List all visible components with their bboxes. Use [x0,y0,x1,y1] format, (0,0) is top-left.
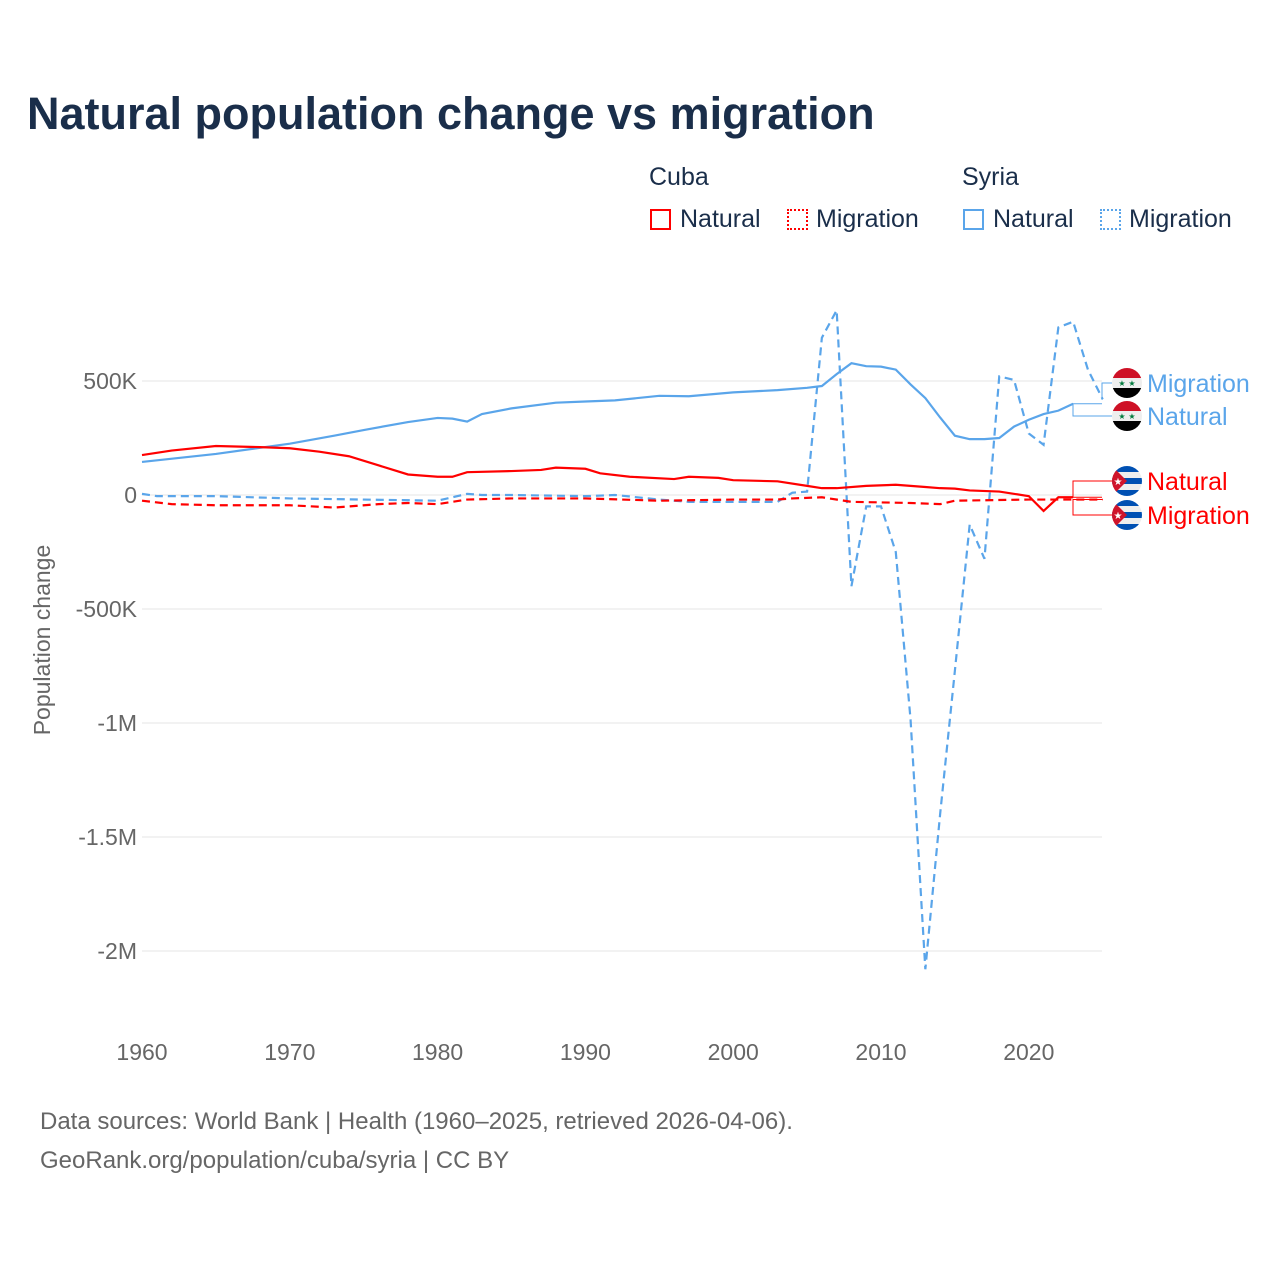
series-line-cuba-natural[interactable] [141,444,1074,513]
series-line-syria-migration[interactable] [141,306,1104,970]
x-tick-label: 1980 [412,1039,463,1065]
series-end-label: Natural [1147,468,1228,496]
legend-swatch-syria-natural [963,209,984,230]
x-tick-label: 1970 [264,1039,315,1065]
series-end-label: Migration [1147,502,1250,530]
svg-text:★: ★ [1114,477,1123,488]
y-tick-label: -1M [97,710,137,736]
series-line-syria-natural[interactable] [141,362,1074,464]
x-tick-label: 1990 [560,1039,611,1065]
label-connector [1072,403,1112,417]
x-tick-label: 2000 [708,1039,759,1065]
svg-text:★: ★ [1118,412,1125,421]
legend-swatch-cuba-natural [650,209,671,230]
syria-flag-icon: ★ ★ [1112,368,1142,398]
y-tick-label: 500K [83,368,137,394]
cuba-flag-icon: ★ [1112,466,1142,496]
legend-syria-migration[interactable]: Migration [1129,205,1232,233]
x-tick-label: 2020 [1003,1039,1054,1065]
label-connector [1072,499,1112,516]
series-line-cuba-migration[interactable] [141,496,1103,509]
legend-syria-natural[interactable]: Natural [993,205,1074,233]
syria-flag-icon: ★ ★ [1112,401,1142,431]
legend-swatch-cuba-migration [787,209,808,230]
legend-group-syria: Syria [962,163,1019,191]
series-end-label: Migration [1147,370,1250,398]
y-tick-label: -2M [97,938,137,964]
svg-text:★: ★ [1118,379,1125,388]
legend-group-cuba: Cuba [649,163,709,191]
y-tick-label: 0 [124,482,137,508]
label-connector [1101,382,1112,400]
y-axis-label: Population change [29,545,55,736]
legend-cuba-natural[interactable]: Natural [680,205,761,233]
y-tick-label: -1.5M [78,824,137,850]
footer-source: Data sources: World Bank | Health (1960–… [40,1108,793,1135]
label-connector [1072,480,1112,498]
svg-text:★: ★ [1128,412,1135,421]
cuba-flag-icon: ★ [1112,500,1142,530]
y-tick-label: -500K [76,596,138,622]
x-tick-label: 1960 [116,1039,167,1065]
chart-title: Natural population change vs migration [27,88,875,139]
legend-swatch-syria-migration [1100,209,1121,230]
svg-text:★: ★ [1128,379,1135,388]
svg-text:★: ★ [1114,511,1123,522]
legend-cuba-migration[interactable]: Migration [816,205,919,233]
footer-credit[interactable]: GeoRank.org/population/cuba/syria | CC B… [40,1147,510,1174]
series-end-label: Natural [1147,403,1228,431]
x-tick-label: 2010 [855,1039,906,1065]
